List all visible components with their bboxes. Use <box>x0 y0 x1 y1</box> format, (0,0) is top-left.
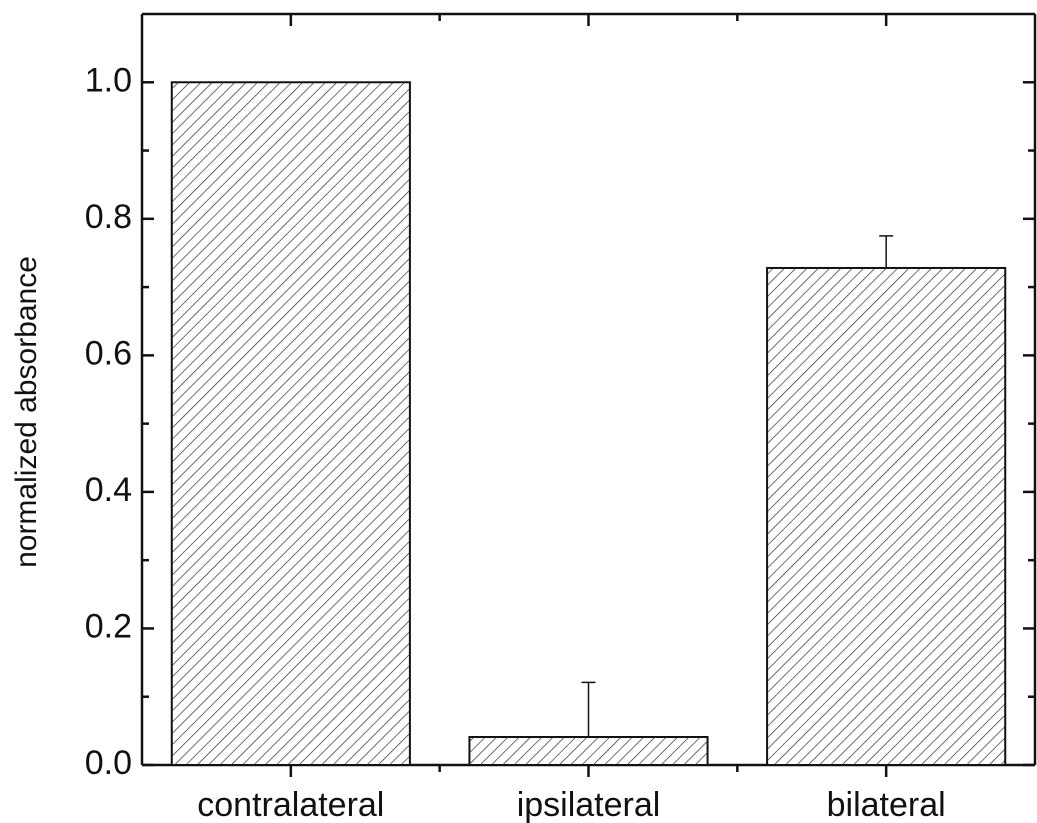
y-tick-label: 0.2 <box>85 607 132 645</box>
y-axis-label: normalized absorbance <box>10 256 43 568</box>
bar-hatch <box>171 82 410 766</box>
y-tick-label: 0.6 <box>85 334 132 372</box>
y-tick-label: 0.8 <box>85 198 132 236</box>
y-tick-label: 0.4 <box>85 471 132 509</box>
x-tick-label: ipsilateral <box>517 786 661 823</box>
bar-hatch <box>767 267 1006 765</box>
x-tick-label: contralateral <box>197 786 384 823</box>
y-tick-label: 0.0 <box>85 744 132 782</box>
y-tick-label: 1.0 <box>85 61 132 99</box>
x-tick-label: bilateral <box>827 786 946 823</box>
bar-hatch <box>469 737 708 765</box>
